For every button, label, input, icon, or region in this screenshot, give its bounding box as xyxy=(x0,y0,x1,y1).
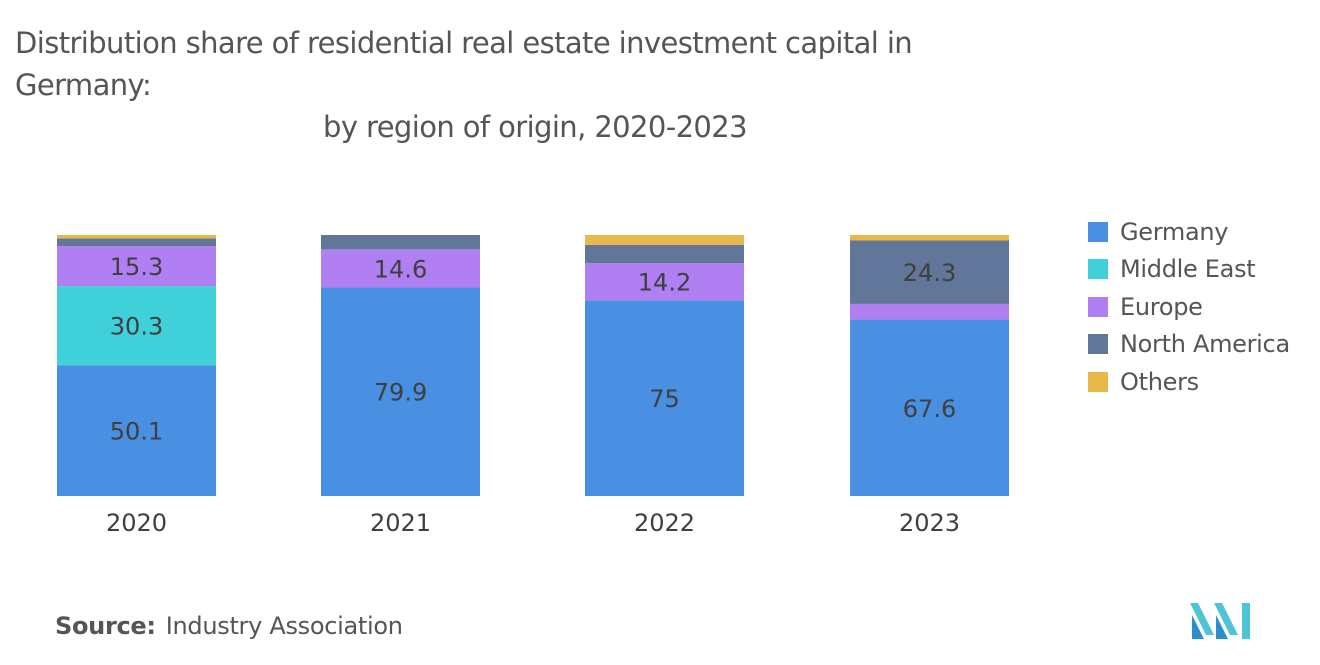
bar-segment-north-america-2022 xyxy=(585,244,744,264)
chart-title-line-2: by region of origin, 2020-2023 xyxy=(323,110,748,144)
x-tick-label-2022: 2022 xyxy=(634,509,695,537)
x-tick-label-2021: 2021 xyxy=(370,509,431,537)
bar-segment-germany-2021 xyxy=(321,287,480,496)
legend-label: North America xyxy=(1120,330,1290,359)
legend-swatch xyxy=(1088,259,1108,280)
bar-segment-north-america-2021 xyxy=(321,235,480,250)
bar-segment-germany-2023 xyxy=(850,319,1009,496)
bar-segment-others-2023 xyxy=(850,235,1009,241)
source-label: Source: xyxy=(55,612,156,640)
legend-label: Europe xyxy=(1120,292,1203,321)
legend-item-others: Others xyxy=(1088,363,1290,401)
bar-segment-germany-2022 xyxy=(585,300,744,496)
source-note: Source: Industry Association xyxy=(55,612,403,640)
legend-swatch xyxy=(1088,221,1108,242)
x-tick-label-2020: 2020 xyxy=(106,509,167,537)
legend-swatch xyxy=(1088,371,1108,392)
bar-segment-europe-2021 xyxy=(321,249,480,288)
stacked-bar-chart: 50.1 30.3 15.3 2020 79.9 14.6 2021 75 14.2 2022 67… xyxy=(57,235,1009,537)
bar-segment-north-america-2023 xyxy=(850,240,1009,304)
legend-label: Middle East xyxy=(1120,255,1256,284)
legend-swatch xyxy=(1088,334,1108,355)
chart-title-line-1: Distribution share of residential real e… xyxy=(15,26,913,102)
chart-legend: Germany Middle East Europe North America Oth… xyxy=(1088,213,1290,401)
x-tick-label-2023: 2023 xyxy=(899,509,960,537)
data-label-germany-2020: 50.1 xyxy=(110,418,163,446)
data-label-north-america-2023: 24.3 xyxy=(903,259,956,287)
data-label-germany-2023: 67.6 xyxy=(903,395,956,423)
bar-segment-middle-east-2020 xyxy=(57,286,216,366)
source-text: Industry Association xyxy=(165,612,403,640)
bar-segment-europe-2020 xyxy=(57,246,216,287)
data-label-germany-2021: 79.9 xyxy=(374,379,427,407)
bar-segment-others-2020 xyxy=(57,235,216,239)
data-label-europe-2020: 15.3 xyxy=(110,253,163,281)
legend-item-middle-east: Middle East xyxy=(1088,251,1290,289)
bar-segment-germany-2020 xyxy=(57,365,216,496)
bar-segment-others-2022 xyxy=(585,235,744,245)
legend-item-europe: Europe xyxy=(1088,288,1290,326)
legend-swatch xyxy=(1088,296,1108,317)
brand-logo-icon xyxy=(1184,603,1250,639)
data-label-germany-2022: 75 xyxy=(649,385,680,413)
bar-segment-europe-2023 xyxy=(850,303,1009,320)
legend-item-north-america: North America xyxy=(1088,326,1290,364)
data-label-europe-2021: 14.6 xyxy=(374,255,427,283)
legend-label: Others xyxy=(1120,367,1199,396)
bar-segment-north-america-2020 xyxy=(57,238,216,247)
legend-item-germany: Germany xyxy=(1088,213,1290,251)
data-label-europe-2022: 14.2 xyxy=(638,269,691,297)
legend-label: Germany xyxy=(1120,217,1229,246)
data-label-middle-east-2020: 30.3 xyxy=(110,313,163,341)
bar-segment-europe-2022 xyxy=(585,263,744,301)
chart-title: Distribution share of residential real e… xyxy=(15,22,1055,148)
